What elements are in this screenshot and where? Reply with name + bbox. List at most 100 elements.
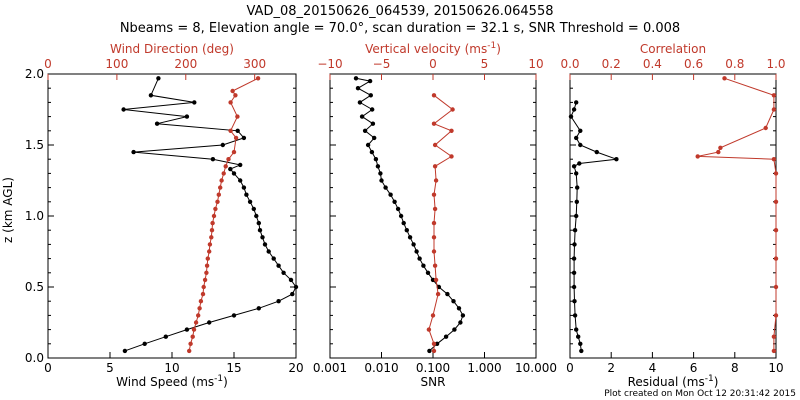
panel-residual-top-tick-label: 0.6 xyxy=(684,57,703,71)
panel-wind-bottom-tick-label: 10 xyxy=(164,361,179,375)
panel-snr-series-1-point xyxy=(426,327,432,332)
panel-snr-series-0-point xyxy=(411,242,416,247)
panel-snr-series-1-point xyxy=(449,154,454,159)
panel-wind-series-1-point xyxy=(201,284,206,290)
panel-snr-series-0-point xyxy=(370,107,375,112)
panel-wind-bottom-tick-label: 5 xyxy=(106,361,114,375)
panel-snr-series-1-point xyxy=(431,93,437,98)
panel-snr-series-1-point xyxy=(435,291,441,297)
panel-residual-series-1-point xyxy=(771,93,777,98)
panel-wind-top-tick-label: 100 xyxy=(105,57,128,71)
panel-residual-series-0-point xyxy=(594,149,599,155)
panel-snr-series-0-point xyxy=(383,185,388,190)
panel-wind-series-1-point xyxy=(228,100,233,105)
panel-snr-series-0-point xyxy=(456,306,462,311)
panel-wind-series-0-point xyxy=(163,334,168,339)
panel-snr-series-1-point xyxy=(432,164,438,169)
panel-snr-series-0-point xyxy=(395,206,401,212)
panel-wind-series-0-point xyxy=(156,76,161,81)
panel-residual-series-1-point xyxy=(695,154,700,159)
panel-wind-series-1-point xyxy=(210,220,215,226)
panel-wind-series-1-point xyxy=(228,128,233,133)
panel-wind-series-0-point xyxy=(276,263,281,268)
panel-residual-series-0-point xyxy=(568,114,574,119)
panel-snr-series-1-point xyxy=(431,192,437,197)
panel-residual-series-0-point xyxy=(574,213,579,219)
panel-snr-series-0-point xyxy=(404,228,409,233)
panel-residual-series-0-point xyxy=(578,142,583,148)
panel-wind-top-tick-label: 300 xyxy=(243,57,266,71)
panel-wind-series-0-point xyxy=(281,270,286,275)
panel-snr-series-1-line xyxy=(428,94,454,351)
panel-residual-bottom-tick-label: 8 xyxy=(731,361,739,375)
panel-wind-series-0-point xyxy=(256,306,261,311)
panel-snr-bottom-tick-label: 1.000 xyxy=(467,361,501,375)
panel-wind-series-0-point xyxy=(256,220,261,226)
panel-residual-bottom-tick-label: 6 xyxy=(690,361,698,375)
y-tick-label: 0.5 xyxy=(25,280,44,294)
panel-wind-series-0-point xyxy=(254,213,259,219)
panel-wind-series-0-point xyxy=(293,284,299,290)
panel-residual-series-0-point xyxy=(574,135,579,141)
panel-wind-series-0-point xyxy=(257,228,263,233)
panel-residual-series-0-point xyxy=(571,107,577,112)
panel-wind-series-0-point xyxy=(241,135,247,141)
panel-snr-series-1-point xyxy=(431,348,437,354)
panel-wind-series-0-point xyxy=(121,107,126,112)
panel-residual-series-0-point xyxy=(572,242,577,247)
panel-snr-top-tick-label: −10 xyxy=(317,57,342,71)
panel-snr-series-0-point xyxy=(458,320,463,325)
panel-snr-series-0-point xyxy=(445,291,450,297)
panel-snr-series-0-line xyxy=(355,77,464,352)
panel-snr-series-0-point xyxy=(370,121,376,126)
panel-residual-bottom-tick-label: 10 xyxy=(768,361,783,375)
panel-residual-series-0-point xyxy=(574,327,579,332)
panel-wind-series-1-point xyxy=(219,178,224,183)
panel-wind-bottom-tick-label: 0 xyxy=(44,361,52,375)
panel-wind-series-0-point xyxy=(192,100,197,105)
panel-snr-series-0-point xyxy=(401,220,406,226)
panel-snr-series-0-point xyxy=(421,263,426,268)
panel-wind-series-1-point xyxy=(207,242,213,247)
panel-snr-series-1-point xyxy=(431,220,437,226)
panel-residual-series-1-point xyxy=(773,256,779,261)
panel-wind-series-0-point xyxy=(210,157,216,162)
panel-wind-series-0-point xyxy=(260,235,265,240)
panel-wind-series-1-point xyxy=(233,93,238,98)
panel-wind-series-1-point xyxy=(202,277,208,283)
panel-residual-series-0-point xyxy=(614,157,619,162)
panel-wind-series-1-point xyxy=(255,76,261,81)
panel-wind-series-0-point xyxy=(244,192,249,197)
panel-residual-bottom-tick-label: 0 xyxy=(566,361,574,375)
panel-residual-series-0-point xyxy=(574,199,579,204)
panel-wind-top-tick-label: 200 xyxy=(174,57,197,71)
panel-snr-series-0-point xyxy=(375,164,381,169)
panel-snr-series-0-point xyxy=(388,192,393,197)
panel-wind-series-0-point xyxy=(247,199,253,204)
panel-snr-series-1-point xyxy=(431,249,437,254)
panel-wind-series-1-point xyxy=(187,348,192,354)
panel-snr-series-0-point xyxy=(355,86,361,91)
panel-wind-series-0-point xyxy=(238,178,243,183)
panel-wind-series-0-point xyxy=(288,277,294,283)
panel-wind-series-0-point xyxy=(148,93,154,98)
panel-wind-series-0-line xyxy=(123,78,297,352)
panel-residual-frame xyxy=(569,73,777,359)
panel-wind-series-0-point xyxy=(235,128,240,133)
panel-residual-top-tick-label: 0.0 xyxy=(560,57,579,71)
panel-residual-series-1-point xyxy=(763,125,768,131)
panel-wind-series-1-point xyxy=(215,199,220,204)
panel-wind-series-0-point xyxy=(238,162,243,168)
panel-wind-series-0-point xyxy=(231,313,237,318)
title-line-1: VAD_08_20150626_064539, 20150626.064558 xyxy=(247,4,554,19)
panel-snr-series-0-point xyxy=(392,199,397,204)
panel-residual-bottom-axis-label: Residual (ms-1) xyxy=(628,374,719,389)
panel-snr-series-0-point xyxy=(357,100,363,105)
panel-snr-top-axis-label: Vertical velocity (ms-1) xyxy=(365,41,501,56)
panel-residual-series-0-point xyxy=(579,348,584,354)
panel-wind-top-tick-label: 0 xyxy=(44,57,52,71)
panel-wind-series-1-point xyxy=(211,213,217,219)
panel-wind-series-0-point xyxy=(271,256,276,261)
panel-residual-series-1-point xyxy=(771,348,777,354)
